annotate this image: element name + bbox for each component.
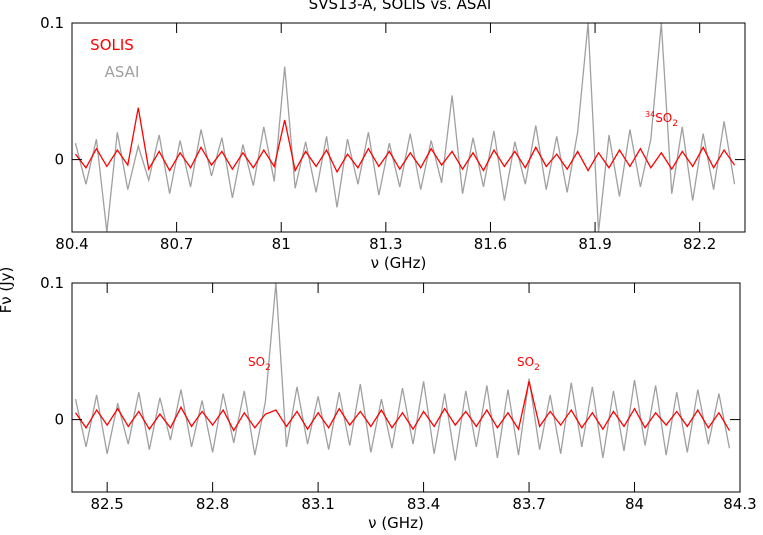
x-tick-label: 84: [625, 495, 644, 513]
y-tick-label: 0: [54, 151, 64, 169]
line-annotation: SO2: [517, 355, 540, 373]
x-tick-label: 83.7: [512, 495, 545, 513]
y-tick-label: 0.1: [40, 14, 64, 32]
x-tick-label: 82.8: [196, 495, 229, 513]
x-tick-label: 81.6: [474, 235, 507, 253]
x-tick-label: 81: [272, 235, 291, 253]
spectrum-line: [74, 381, 731, 432]
annotation-sub: 2: [672, 119, 678, 129]
x-tick-label: 82.5: [90, 495, 123, 513]
annotation-text: SO: [517, 355, 534, 369]
line-annotation: 34SO2: [645, 110, 678, 129]
y-axis-label: Fν (Jy): [0, 267, 15, 314]
x-tick-label: 82.2: [683, 235, 716, 253]
annotation-sub: 2: [534, 363, 540, 373]
line-annotation: SO2: [248, 355, 271, 373]
x-tick-label: 83.4: [407, 495, 440, 513]
spectrum-line: [74, 283, 731, 461]
x-tick-label: 81.9: [578, 235, 611, 253]
x-tick-label: 83.1: [301, 495, 334, 513]
legend-label: ASAI: [105, 63, 140, 81]
y-tick-label: 0.1: [40, 274, 64, 292]
spectrum-line: [74, 107, 736, 174]
x-tick-label: 81.3: [369, 235, 402, 253]
annotation-sup: 34: [645, 110, 655, 119]
spectrum-line: [74, 23, 736, 232]
y-tick-label: 0: [54, 411, 64, 429]
x-tick-label: 80.7: [160, 235, 193, 253]
annotation-sub: 2: [265, 363, 271, 373]
x-axis-label: ν (GHz): [371, 254, 427, 272]
annotation-text: SO: [248, 355, 265, 369]
legend-label: SOLIS: [90, 36, 134, 54]
x-tick-label: 80.4: [55, 235, 88, 253]
x-axis-label: ν (GHz): [368, 514, 424, 532]
plot-frame: [71, 22, 746, 233]
chart-title: SVS13-A, SOLIS vs. ASAI: [309, 0, 492, 13]
plot-frame: [71, 282, 741, 493]
annotation-text: SO: [655, 111, 672, 125]
x-tick-label: 84.3: [723, 495, 756, 513]
